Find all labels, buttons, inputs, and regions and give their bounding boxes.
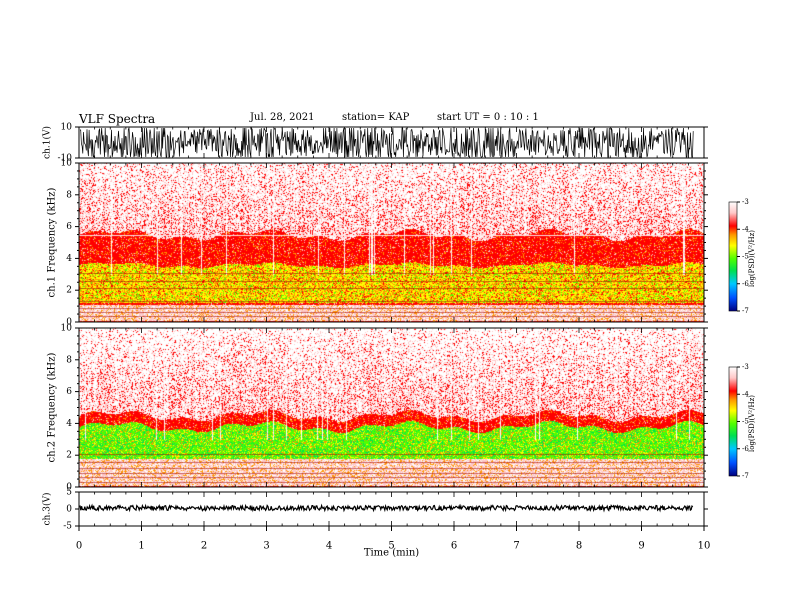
spectrogram-image-ch1 <box>79 163 704 322</box>
x-axis-label: Time (min) <box>364 548 419 559</box>
station-label: station= KAP <box>342 112 410 123</box>
ytick-label-ch1: 8 <box>66 190 72 200</box>
xtick-label: 1 <box>138 541 144 552</box>
spectrogram-image-ch2 <box>79 328 704 487</box>
colorbar-tick-label-ch2: -3 <box>742 363 749 371</box>
colorbar-tick-label-ch1: -7 <box>742 307 749 315</box>
colorbar-tick-label-ch1: -4 <box>742 225 749 233</box>
colorbar-label-ch1: log(PSD)(V²/Hz) <box>748 230 756 287</box>
ytick-label-ch1: 6 <box>66 222 72 232</box>
ytick-label-ch3: -5 <box>63 522 72 532</box>
xtick-label: 9 <box>638 541 644 552</box>
xtick-label: 5 <box>388 541 394 552</box>
ytick-label-ch3: 0 <box>66 505 72 515</box>
waveform-trace-ch1 <box>79 126 694 159</box>
ytick-label-ch1: 10 <box>61 159 73 169</box>
ytick-label-ch1: 2 <box>66 286 72 296</box>
xtick-label: 10 <box>698 541 711 552</box>
ytick-label-ch2: 4 <box>66 419 72 429</box>
ytick-label-ch2: 0 <box>66 483 72 493</box>
xtick-label: 3 <box>263 541 269 552</box>
xtick-label: 0 <box>76 541 82 552</box>
colorbar-ch1 <box>728 201 738 312</box>
colorbar-tick-label-ch1: -5 <box>742 253 749 261</box>
colorbar-tick-label-ch2: -5 <box>742 418 749 426</box>
ytick-label-ch2: 2 <box>66 451 72 461</box>
chart-title: VLF Spectra <box>79 112 156 126</box>
ytick-label-ch2: 6 <box>66 387 72 397</box>
colorbar-ch2 <box>728 366 738 477</box>
colorbar-tick-label-ch1: -3 <box>742 198 749 206</box>
xtick-label: 2 <box>201 541 207 552</box>
ylabel-ch1: ch.1 Frequency (kHz) <box>47 187 58 297</box>
ylabel-ch3: ch.3(V) <box>42 493 53 526</box>
colorbar-label-ch2: log(PSD)(V²/Hz) <box>748 395 756 452</box>
xtick-label: 8 <box>576 541 582 552</box>
ytick-label-ch1: 0 <box>66 318 72 328</box>
colorbar-tick-label-ch2: -7 <box>742 472 749 480</box>
start-ut-label: start UT = 0 : 10 : 1 <box>437 112 539 123</box>
ylabel-ch2: ch.2 Frequency (kHz) <box>47 352 58 462</box>
ytick-label-ch1: -10 <box>58 154 73 164</box>
colorbar-tick-label-ch1: -6 <box>742 280 749 288</box>
ytick-label-ch2: 8 <box>66 355 72 365</box>
xtick-label: 6 <box>451 541 457 552</box>
xtick-label: 4 <box>326 541 332 552</box>
colorbar-tick-label-ch2: -4 <box>742 390 749 398</box>
ylabel-ch1: ch.1(V) <box>42 126 53 159</box>
ytick-label-ch1: 10 <box>61 123 73 133</box>
ytick-label-ch2: 10 <box>61 324 73 334</box>
waveform-trace-ch3 <box>79 503 694 513</box>
ytick-label-ch3: 5 <box>66 488 72 498</box>
date-label: Jul. 28, 2021 <box>250 112 315 123</box>
ytick-label-ch1: 4 <box>66 254 72 264</box>
xtick-label: 7 <box>513 541 519 552</box>
colorbar-tick-label-ch2: -6 <box>742 445 749 453</box>
